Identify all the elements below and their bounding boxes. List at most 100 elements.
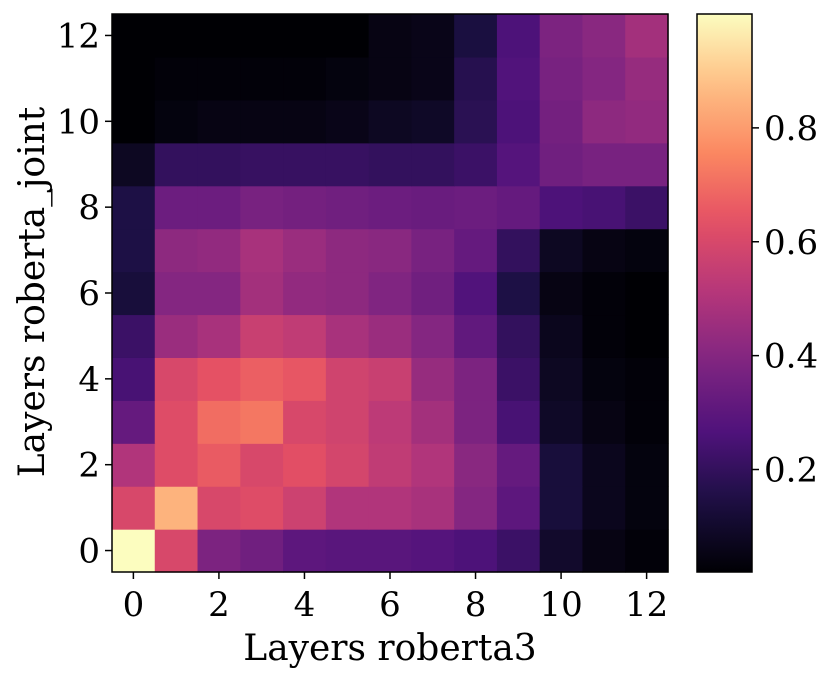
heatmap-cell <box>496 14 541 58</box>
heatmap-cell <box>112 357 156 401</box>
heatmap-cell <box>368 271 412 316</box>
heatmap-cell <box>411 99 455 144</box>
heatmap-cell <box>496 529 541 573</box>
heatmap-cell <box>368 443 412 487</box>
heatmap-cell <box>368 314 412 358</box>
x-tick-label: 4 <box>294 585 316 625</box>
heatmap-cell <box>112 400 156 444</box>
heatmap-cell <box>539 99 584 144</box>
heatmap-cell <box>625 443 669 487</box>
heatmap-cell <box>112 56 156 101</box>
heatmap-cell <box>197 443 241 487</box>
heatmap-cell <box>454 486 498 530</box>
heatmap-cell <box>112 529 156 573</box>
heatmap-cell <box>283 443 327 487</box>
heatmap-cell <box>325 142 370 187</box>
heatmap-cell <box>197 56 241 101</box>
colorbar-tick-label: 0.6 <box>764 223 818 263</box>
heatmap-cell <box>325 185 370 230</box>
heatmap-cell <box>539 185 584 230</box>
heatmap-cell <box>283 185 327 230</box>
heatmap-cell <box>112 99 156 144</box>
heatmap-cell <box>625 99 669 144</box>
colorbar-tick-label: 0.8 <box>764 109 818 149</box>
heatmap-cell <box>112 314 156 358</box>
heatmap-cell <box>325 314 370 358</box>
heatmap-cell <box>240 185 284 230</box>
heatmap-cell <box>112 185 156 230</box>
heatmap-cell <box>325 486 370 530</box>
heatmap-cell <box>283 271 327 316</box>
heatmap-cell <box>411 443 455 487</box>
heatmap-cell <box>411 271 455 316</box>
heatmap-cell <box>197 142 241 187</box>
heatmap-cell <box>112 443 156 487</box>
heatmap-cell <box>454 142 498 187</box>
heatmap-cell <box>411 185 455 230</box>
heatmap-cell <box>154 228 199 273</box>
heatmap-cell <box>625 56 669 101</box>
heatmap-cell <box>368 56 412 101</box>
heatmap-cell <box>496 185 541 230</box>
heatmap-cell <box>197 271 241 316</box>
heatmap-cell <box>154 99 199 144</box>
heatmap-cell <box>154 486 199 530</box>
heatmap-cell <box>240 271 284 316</box>
y-axis-ticks: 0 2 4 6 8 10 12 <box>57 16 112 572</box>
heatmap-cell <box>582 228 626 273</box>
heatmap-cell <box>240 400 284 444</box>
x-axis-ticks: 0 2 4 6 8 10 12 <box>123 572 668 625</box>
y-axis-label: Layers roberta_joint <box>12 106 53 477</box>
heatmap-cell <box>539 314 584 358</box>
heatmap-cell <box>240 529 284 573</box>
heatmap-cell <box>240 228 284 273</box>
heatmap-cell <box>582 529 626 573</box>
heatmap-cell <box>454 400 498 444</box>
heatmap-cell <box>325 228 370 273</box>
x-axis-label: Layers roberta3 <box>243 628 536 669</box>
heatmap-cell <box>325 529 370 573</box>
heatmap-cell <box>539 357 584 401</box>
heatmap-cell <box>454 228 498 273</box>
heatmap-cell <box>625 185 669 230</box>
heatmap-cell <box>112 14 156 58</box>
heatmap-cell <box>411 357 455 401</box>
heatmap-cell <box>154 443 199 487</box>
heatmap-cell <box>197 99 241 144</box>
heatmap-cell <box>283 486 327 530</box>
heatmap-cell <box>539 486 584 530</box>
heatmap-cell <box>411 228 455 273</box>
heatmap-cell <box>411 14 455 58</box>
heatmap-cell <box>283 99 327 144</box>
heatmap-cell <box>368 400 412 444</box>
heatmap-cell <box>154 14 199 58</box>
heatmap-cell <box>240 486 284 530</box>
heatmap-cell <box>283 314 327 358</box>
heatmap-cell <box>197 185 241 230</box>
heatmap-cells <box>112 14 669 573</box>
heatmap-cell <box>496 271 541 316</box>
heatmap-cell <box>582 486 626 530</box>
heatmap-cell <box>368 185 412 230</box>
heatmap-cell <box>496 228 541 273</box>
heatmap-cell <box>539 228 584 273</box>
x-tick-label: 10 <box>539 585 582 625</box>
y-tick-label: 6 <box>78 274 100 314</box>
heatmap-cell <box>454 443 498 487</box>
heatmap-cell <box>240 357 284 401</box>
x-tick-label: 12 <box>625 585 668 625</box>
heatmap-cell <box>197 486 241 530</box>
heatmap-cell <box>112 228 156 273</box>
heatmap-cell <box>582 142 626 187</box>
heatmap-cell <box>625 228 669 273</box>
heatmap-cell <box>625 400 669 444</box>
heatmap-cell <box>582 271 626 316</box>
heatmap-cell <box>368 14 412 58</box>
heatmap-cell <box>240 56 284 101</box>
heatmap-cell <box>454 314 498 358</box>
heatmap-cell <box>197 314 241 358</box>
heatmap-cell <box>582 443 626 487</box>
heatmap-cell <box>625 357 669 401</box>
heatmap-cell <box>154 314 199 358</box>
